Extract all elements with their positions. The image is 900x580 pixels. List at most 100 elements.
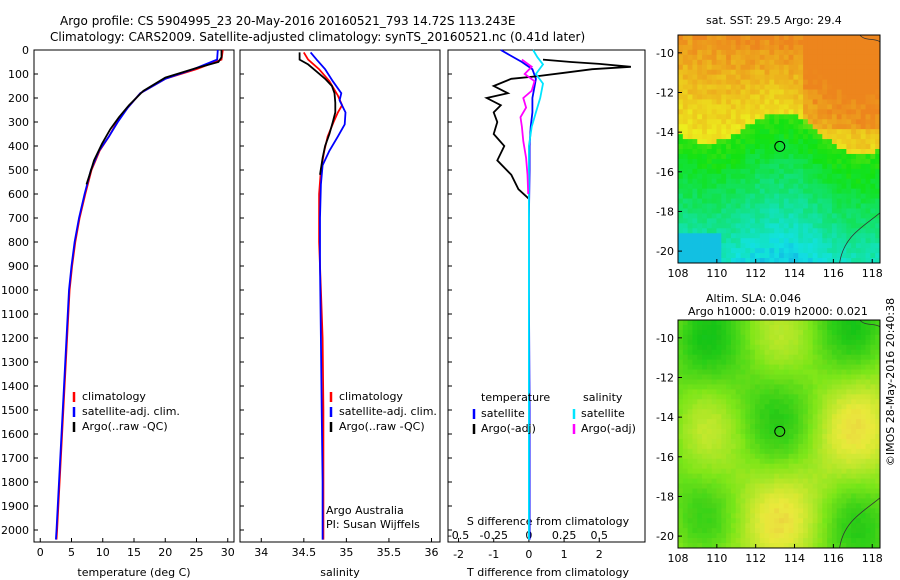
heatmap-cell [706,364,713,370]
heatmap-cell [750,374,756,380]
heatmap-cell [807,518,814,524]
heatmap-cell [754,389,761,395]
x-tick-label: 116 [823,552,844,565]
heatmap-cell [803,114,809,120]
heatmap-cell [783,453,790,460]
heatmap-cell [831,203,838,209]
heatmap-cell [831,508,838,514]
heatmap-cell [745,349,751,356]
heatmap-cell [865,44,871,51]
heatmap-cell [870,528,876,534]
heatmap-cell [841,74,847,81]
heatmap-cell [730,389,737,395]
heatmap-cell [687,79,693,85]
heatmap-cell [754,399,761,405]
heatmap-cell [817,208,823,214]
heatmap-cell [807,258,814,264]
heatmap-cell [836,69,842,76]
heatmap-cell [783,538,790,544]
heatmap-cell [764,178,770,185]
heatmap-cell [706,349,713,356]
heatmap-cell [831,429,838,435]
heatmap-cell [750,434,756,440]
heatmap-cell [692,394,698,400]
heatmap-cell [865,394,871,400]
heatmap-cell [697,434,703,440]
heatmap-cell [841,59,847,66]
heatmap-cell [764,324,770,331]
heatmap-cell [692,89,698,95]
heatmap-cell [812,424,818,430]
heatmap-cell [706,64,713,71]
heatmap-cell [682,183,689,190]
heatmap-cell [793,99,799,105]
heatmap-cell [730,99,737,105]
heatmap-cell [851,389,857,395]
heatmap-cell [721,468,727,475]
heatmap-cell [730,334,737,341]
heatmap-cell [807,394,814,400]
heatmap-cell [841,429,847,435]
heatmap-cell [697,49,703,56]
heatmap-cell [812,488,818,494]
heatmap-cell [860,129,866,135]
heatmap-cell [827,453,833,460]
heatmap-cell [735,144,741,150]
heatmap-cell [726,144,732,150]
heatmap-cell [860,238,866,244]
heatmap-cell [745,364,751,370]
heatmap-cell [831,193,838,199]
heatmap-cell [764,478,770,484]
heatmap-cell [798,54,804,61]
heatmap-cell [740,228,746,234]
heatmap-cell [750,458,756,465]
heatmap-cell [764,528,770,534]
heatmap-cell [726,134,732,140]
heatmap-cell [687,434,693,440]
heatmap-cell [822,243,828,249]
heatmap-cell [841,248,847,254]
heatmap-cell [870,448,876,455]
heatmap-cell [803,478,809,484]
heatmap-cell [836,238,842,244]
heatmap-cell [803,419,809,425]
heatmap-cell [721,414,727,420]
heatmap-cell [788,468,794,475]
heatmap-cell [831,369,838,375]
heatmap-cell [711,223,717,229]
heatmap-cell [846,329,852,336]
heatmap-cell [735,99,741,105]
heatmap-cell [851,238,857,244]
heatmap-cell [817,153,823,160]
heatmap-cell [822,359,828,366]
heatmap-cell [831,134,838,140]
heatmap-cell [855,238,862,244]
heatmap-cell [726,84,732,90]
heatmap-cell [855,334,862,341]
heatmap-cell [783,183,790,190]
heatmap-cell [735,238,741,244]
heatmap-cell [831,533,838,539]
heatmap-cell [865,153,871,160]
heatmap-cell [764,59,770,66]
heatmap-cell [846,193,852,199]
heatmap-cell [841,89,847,95]
heatmap-cell [855,473,862,480]
heatmap-cell [754,513,761,519]
heatmap-cell [793,79,799,85]
x-tick-label: 108 [668,552,689,565]
heatmap-cell [702,104,708,110]
heatmap-cell [807,74,814,81]
heatmap-cell [875,168,881,175]
heatmap-cell [817,478,823,484]
heatmap-cell [769,144,775,150]
heatmap-cell [841,409,847,415]
heatmap-cell [726,320,732,326]
heatmap-cell [730,493,737,499]
heatmap-cell [807,324,814,331]
heatmap-cell [807,163,814,170]
heatmap-cell [803,384,809,390]
heatmap-cell [841,453,847,460]
heatmap-cell [836,208,842,214]
heatmap-cell [870,334,876,341]
